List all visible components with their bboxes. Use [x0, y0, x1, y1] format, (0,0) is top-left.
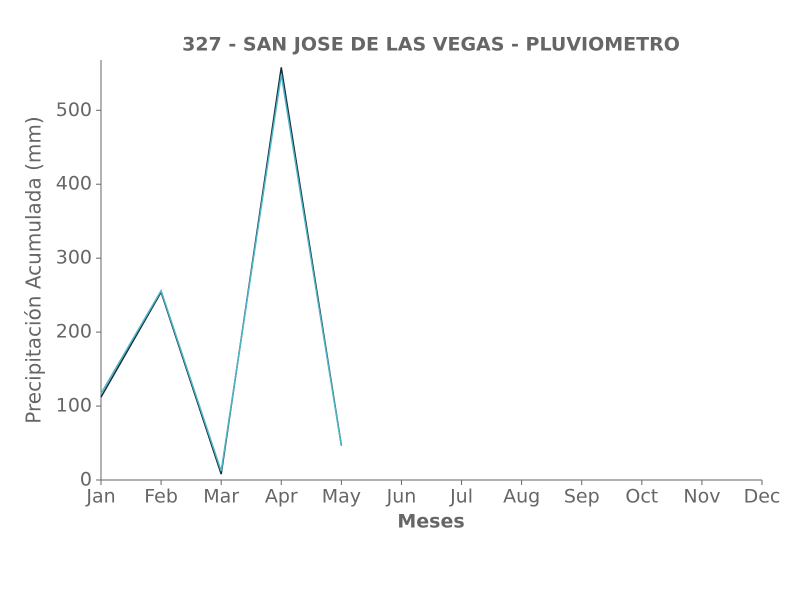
- y-tick-label: 300: [56, 247, 92, 269]
- y-axis-label: Precipitación Acumulada (mm): [22, 116, 46, 423]
- x-tick-label: May: [322, 486, 361, 508]
- y-tick-label: 200: [56, 321, 92, 343]
- x-tick-label: Mar: [203, 486, 239, 508]
- y-tick-label: 100: [56, 395, 92, 417]
- x-tick-label: Jun: [386, 486, 417, 508]
- x-tick-label: Feb: [144, 486, 178, 508]
- x-tick-label: Sep: [564, 486, 600, 508]
- series-line: [100, 74, 343, 472]
- y-tick-label: 400: [56, 173, 92, 195]
- y-tick-label: 0: [80, 469, 92, 491]
- x-tick-label: Jul: [449, 486, 473, 508]
- x-tick-label: Aug: [503, 486, 540, 508]
- x-axis-label: Meses: [397, 511, 464, 533]
- x-tick-label: Nov: [683, 486, 720, 508]
- x-tick-label: Dec: [744, 486, 781, 508]
- y-tick-label: 500: [56, 99, 92, 121]
- series-line: [100, 67, 343, 475]
- chart-title: 327 - SAN JOSE DE LAS VEGAS - PLUVIOMETR…: [182, 34, 680, 56]
- x-tick-label: Jan: [85, 486, 115, 508]
- x-tick-label: Oct: [625, 486, 658, 508]
- x-tick-label: Apr: [265, 486, 298, 508]
